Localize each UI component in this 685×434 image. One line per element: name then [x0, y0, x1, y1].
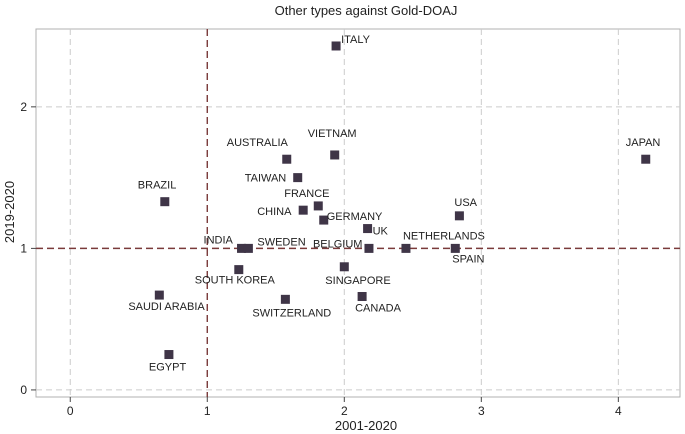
data-point-label: SINGAPORE: [325, 275, 390, 287]
data-point-marker: [280, 294, 290, 304]
data-point-marker: [282, 154, 292, 164]
y-axis-label: 2019-2020: [2, 181, 17, 243]
data-point-label: BELGIUM: [313, 238, 363, 250]
data-point-label: NETHERLANDS: [403, 230, 485, 242]
data-point-label: ITALY: [341, 34, 371, 46]
data-point-marker: [330, 150, 340, 160]
data-point-label: UK: [373, 226, 389, 238]
data-point-marker: [454, 211, 464, 221]
y-tick-label: 1: [20, 241, 27, 255]
data-point-label: CANADA: [355, 303, 402, 315]
data-point-label: BRAZIL: [138, 180, 177, 192]
x-axis-label: 2001-2020: [335, 418, 397, 433]
data-point-marker: [164, 350, 174, 360]
data-point-marker: [401, 243, 411, 253]
data-point-label: SAUDI ARABIA: [128, 301, 205, 313]
data-point-marker: [331, 41, 341, 51]
chart-title: Other types against Gold-DOAJ: [275, 3, 458, 18]
data-point-label: SWITZERLAND: [252, 307, 331, 319]
data-point-label: EGYPT: [149, 362, 187, 374]
data-point-marker: [313, 201, 323, 211]
data-point-label: CHINA: [257, 206, 292, 218]
y-tick-label: 0: [20, 383, 27, 397]
data-point-label: SWEDEN: [257, 236, 305, 248]
data-point-marker: [364, 243, 374, 253]
data-point-label: FRANCE: [284, 188, 329, 200]
x-tick-label: 1: [204, 404, 211, 418]
data-point-marker: [319, 215, 329, 225]
data-point-marker: [450, 243, 460, 253]
data-point-label: JAPAN: [626, 137, 661, 149]
plot-frame: [35, 28, 681, 398]
plot-area: 0 1 2 3 4 0 1 2 ITALY JAPAN AUSTRALIA VIETNAM TAIWAN…: [20, 28, 681, 418]
data-point-label: GERMANY: [327, 211, 383, 223]
data-point-label: TAIWAN: [245, 173, 287, 185]
data-point-label: INDIA: [204, 234, 234, 246]
data-point-marker: [357, 292, 367, 302]
y-tick-label: 2: [20, 100, 27, 114]
data-point-marker: [234, 265, 244, 275]
x-tick-label: 0: [67, 404, 74, 418]
x-tick-label: 3: [478, 404, 485, 418]
data-point-marker: [154, 290, 164, 300]
data-point-marker: [641, 154, 651, 164]
data-point-label: USA: [454, 197, 477, 209]
data-point-marker: [293, 173, 303, 183]
data-point-label: VIETNAM: [308, 128, 357, 140]
x-tick-label: 4: [615, 404, 622, 418]
data-point-marker: [339, 262, 349, 272]
data-point-marker: [237, 243, 247, 253]
data-point-marker: [363, 224, 373, 234]
data-point-label: AUSTRALIA: [227, 137, 289, 149]
data-point-label: SOUTH KOREA: [195, 275, 276, 287]
data-point-marker: [298, 205, 308, 215]
data-point-marker: [160, 197, 170, 207]
x-tick-label: 2: [341, 404, 348, 418]
data-point-label: SPAIN: [452, 253, 484, 265]
data-point-marker: [243, 243, 253, 253]
